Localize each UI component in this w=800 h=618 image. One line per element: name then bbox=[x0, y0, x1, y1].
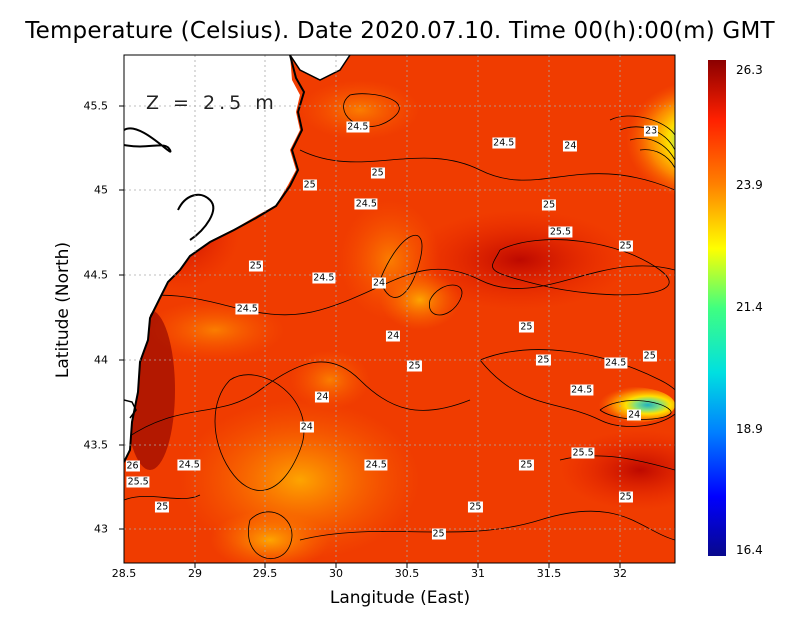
contour-label: 24.5 bbox=[604, 357, 628, 369]
contour-label: 24.5 bbox=[364, 459, 388, 471]
contour-label: 25 bbox=[519, 321, 534, 333]
contour-label: 25 bbox=[642, 350, 657, 362]
y-tick-label: 45.5 bbox=[83, 99, 109, 113]
contour-label: 24.5 bbox=[354, 198, 378, 210]
x-tick-label: 31.5 bbox=[536, 567, 562, 580]
contour-label: 24.5 bbox=[177, 459, 201, 471]
contour-label: 25 bbox=[519, 459, 534, 471]
contour-label: 25 bbox=[468, 501, 483, 513]
contour-label: 24.5 bbox=[312, 272, 336, 284]
contour-label: 24.5 bbox=[492, 137, 516, 149]
y-axis-label: Latitude (North) bbox=[53, 241, 73, 379]
y-tick-label: 45 bbox=[94, 183, 108, 197]
contour-label: 25.5 bbox=[571, 447, 595, 459]
contour-label: 26 bbox=[125, 460, 140, 472]
contour-label: 24 bbox=[299, 421, 314, 433]
contour-label: 25 bbox=[618, 240, 633, 252]
x-axis-label: Langitude (East) bbox=[329, 588, 471, 608]
contour-label: 24.5 bbox=[346, 121, 370, 133]
contour-label: 25 bbox=[536, 354, 551, 365]
depth-label: Z = 2.5 m bbox=[146, 92, 278, 114]
x-tick-label: 29.5 bbox=[252, 567, 278, 580]
contour-label: 25 bbox=[155, 501, 170, 513]
contour-label: 25 bbox=[248, 260, 263, 272]
contour-label: 25.5 bbox=[548, 226, 572, 238]
y-tick-label: 43.5 bbox=[83, 438, 109, 452]
contour-label: 25.5 bbox=[126, 476, 150, 488]
y-tick-label: 43 bbox=[94, 522, 108, 536]
contour-label: 25 bbox=[542, 199, 557, 211]
colorbar bbox=[708, 60, 726, 556]
map-title: Temperature (Celsius). Date 2020.07.10. … bbox=[25, 18, 775, 44]
y-tick-label: 44.5 bbox=[83, 268, 109, 282]
x-tick-label: 29 bbox=[188, 567, 202, 580]
contour-label: 25 bbox=[302, 179, 317, 191]
contour-label: 25 bbox=[618, 491, 633, 503]
contour-label: 24 bbox=[386, 330, 401, 342]
plot-frame bbox=[123, 54, 676, 564]
contour-label: 23 bbox=[644, 125, 659, 137]
contour-label: 24.5 bbox=[235, 303, 259, 315]
contour-label: 25 bbox=[407, 360, 422, 372]
colorbar-tick: 16.4 bbox=[736, 543, 763, 557]
x-tick-label: 30.5 bbox=[394, 567, 420, 580]
contour-label: 24.5 bbox=[570, 384, 594, 396]
x-tick-label: 30 bbox=[329, 567, 343, 580]
contour-label: 24 bbox=[315, 391, 330, 403]
y-tick-label: 44 bbox=[94, 353, 108, 367]
contour-label: 24 bbox=[372, 277, 387, 289]
colorbar-tick: 23.9 bbox=[736, 178, 763, 192]
x-tick-label: 31 bbox=[471, 567, 485, 580]
colorbar-tick: 18.9 bbox=[736, 422, 763, 436]
x-tick-label: 28.5 bbox=[111, 567, 137, 580]
temperature-field bbox=[124, 55, 675, 563]
land-mass bbox=[124, 55, 300, 462]
contour-label: 25 bbox=[431, 528, 446, 540]
contour-label: 24 bbox=[627, 409, 642, 421]
grid-lines bbox=[124, 55, 675, 563]
colorbar-tick: 26.3 bbox=[736, 63, 763, 77]
colorbar-tick: 21.4 bbox=[736, 300, 763, 314]
x-tick-label: 32 bbox=[613, 567, 627, 580]
contour-label: 25 bbox=[370, 167, 385, 179]
contour-label: 24 bbox=[563, 140, 578, 152]
